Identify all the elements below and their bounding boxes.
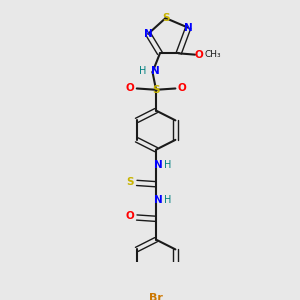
Text: S: S — [152, 85, 160, 95]
Text: O: O — [194, 50, 203, 60]
Text: N: N — [154, 195, 163, 205]
Text: O: O — [178, 83, 186, 94]
Text: H: H — [164, 160, 171, 170]
Text: N: N — [144, 29, 152, 39]
Text: S: S — [162, 13, 169, 23]
Text: O: O — [126, 83, 135, 94]
Text: O: O — [126, 211, 135, 221]
Text: CH₃: CH₃ — [205, 50, 221, 59]
Text: N: N — [154, 160, 163, 170]
Text: Br: Br — [149, 293, 163, 300]
Text: N: N — [184, 23, 193, 33]
Text: H: H — [164, 195, 171, 205]
Text: H: H — [139, 66, 147, 76]
Text: S: S — [127, 177, 134, 187]
Text: N: N — [151, 66, 159, 76]
